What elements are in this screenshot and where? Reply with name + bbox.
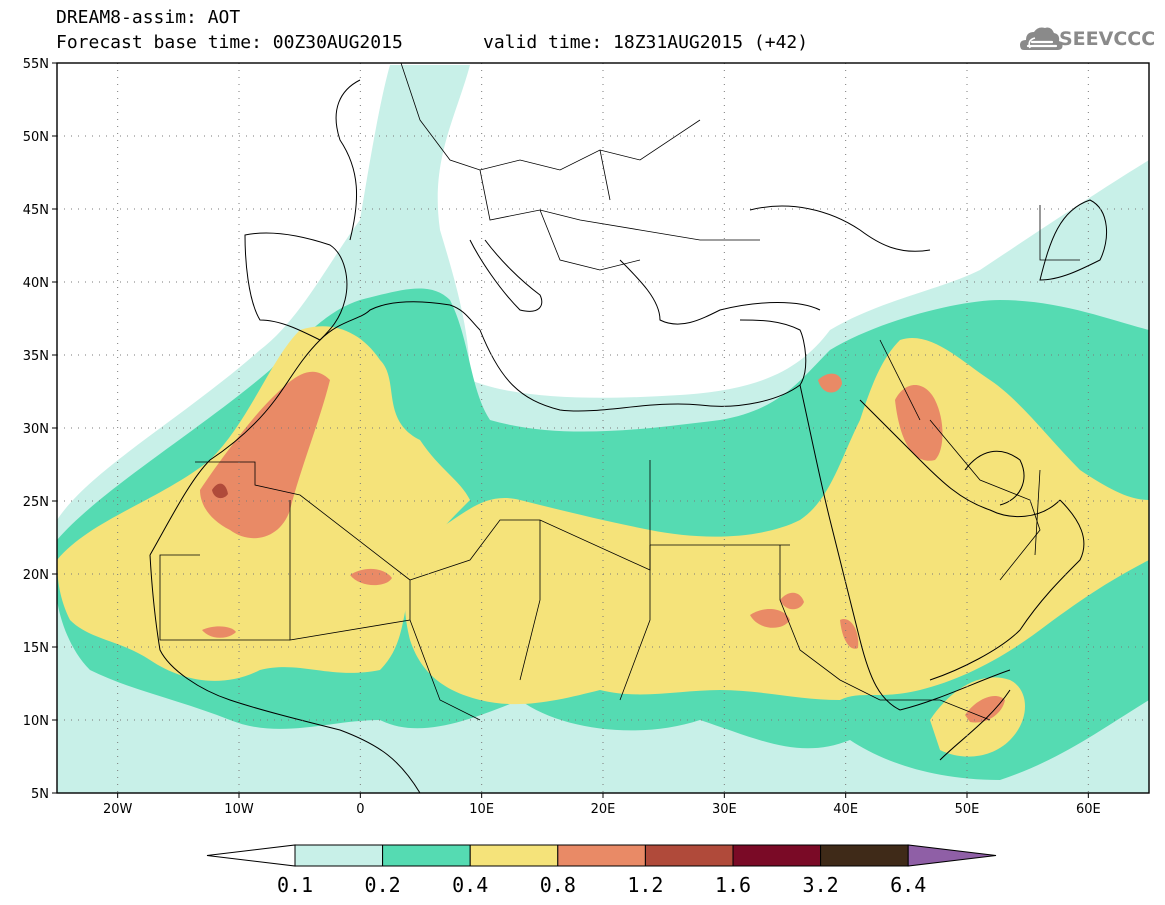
aot-band-1.2 bbox=[212, 483, 228, 499]
lat-label: 10N bbox=[23, 714, 49, 729]
aot-band-0.8-chad bbox=[780, 592, 804, 610]
aot-band-0.4-central bbox=[404, 338, 1149, 705]
lat-label: 50N bbox=[23, 130, 49, 145]
logo-text: SEEVCCC bbox=[1059, 28, 1156, 50]
lat-label: 35N bbox=[23, 349, 49, 364]
aot-band-0.8-eritrea bbox=[840, 619, 859, 649]
colorbar-swatch bbox=[732, 844, 822, 867]
coastlines bbox=[149, 79, 1108, 793]
country-borders bbox=[159, 63, 1080, 721]
colorbar-swatch bbox=[294, 844, 384, 867]
lat-label: 55N bbox=[23, 57, 49, 72]
lat-label: 40N bbox=[23, 276, 49, 291]
aot-band-0.8-somalia bbox=[965, 695, 1005, 723]
lat-label: 30N bbox=[23, 422, 49, 437]
colorbar-label: 0.2 bbox=[365, 873, 401, 897]
colorbar-swatch bbox=[382, 844, 471, 867]
cloud-icon bbox=[1020, 27, 1063, 50]
aot-band-0.8-sudan bbox=[750, 608, 790, 628]
colorbar-label: 0.1 bbox=[277, 873, 313, 897]
lat-label: 25N bbox=[23, 495, 49, 510]
lat-label: 20N bbox=[23, 568, 49, 583]
colorbar-label: 6.4 bbox=[890, 873, 926, 897]
forecast-base-time: Forecast base time: 00Z30AUG2015 bbox=[56, 32, 403, 53]
lon-label: 40E bbox=[833, 802, 858, 817]
lon-label: 10W bbox=[224, 802, 254, 817]
colorbar-swatch bbox=[557, 844, 646, 867]
aot-band-0.8-syria bbox=[818, 373, 842, 393]
colorbar-label: 0.8 bbox=[540, 873, 576, 897]
lon-label: 20W bbox=[103, 802, 133, 817]
valid-time: valid time: 18Z31AUG2015 (+42) bbox=[483, 32, 809, 53]
lon-label: 60E bbox=[1076, 802, 1101, 817]
lon-label: 50E bbox=[955, 802, 980, 817]
aot-contours bbox=[57, 65, 1149, 793]
colorbar-over-arrow bbox=[907, 844, 997, 867]
colorbar-label: 1.2 bbox=[627, 873, 663, 897]
lon-label: 30E bbox=[712, 802, 737, 817]
aot-band-0.8-mauritania bbox=[200, 371, 330, 539]
colorbar-label: 3.2 bbox=[803, 873, 839, 897]
lon-label: 0 bbox=[356, 802, 364, 817]
lat-label: 45N bbox=[23, 203, 49, 218]
colorbar-swatch bbox=[820, 844, 909, 867]
lat-label: 15N bbox=[23, 641, 49, 656]
lat-label: 5N bbox=[31, 787, 49, 802]
latitude-labels: 55N 50N 45N 40N 35N 30N 25N 20N 15N 10N 5N bbox=[23, 57, 49, 802]
longitude-labels: 20W 10W 0 10E 20E 30E 40E 50E 60E bbox=[103, 802, 1101, 817]
axis-ticks bbox=[52, 62, 1089, 798]
graticule bbox=[57, 63, 1149, 793]
aot-band-0.8-niger bbox=[202, 626, 236, 638]
aot-band-0.8-iraq bbox=[895, 385, 943, 461]
colorbar-label: 0.4 bbox=[452, 873, 488, 897]
colorbar-under-arrow bbox=[206, 844, 296, 867]
lon-label: 10E bbox=[469, 802, 494, 817]
colorbar-swatch bbox=[469, 844, 559, 867]
colorbar-swatch bbox=[644, 844, 734, 867]
colorbar: 0.1 0.2 0.4 0.8 1.2 1.6 3.2 6.4 bbox=[206, 844, 997, 897]
map-title: DREAM8-assim: AOT bbox=[56, 7, 241, 28]
lon-label: 20E bbox=[591, 802, 616, 817]
colorbar-label: 1.6 bbox=[715, 873, 751, 897]
